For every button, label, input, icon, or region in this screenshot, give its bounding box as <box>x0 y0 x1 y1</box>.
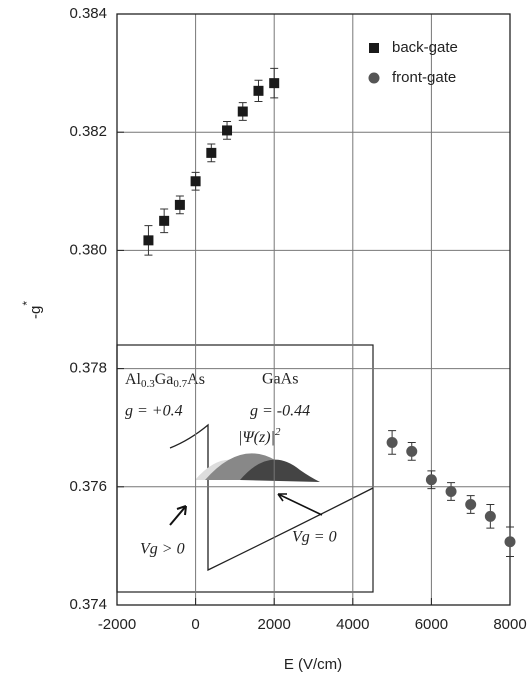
x-tick-label: 2000 <box>258 616 291 633</box>
material-left: Al0.3Ga0.7As <box>125 371 205 390</box>
point <box>269 78 280 89</box>
y-tick-label: 0.380 <box>69 241 107 258</box>
g-right: g = -0.44 <box>250 403 310 420</box>
y-tick-label: 0.374 <box>69 596 107 613</box>
x-tick-label: 0 <box>191 616 199 633</box>
legend-label: back-gate <box>392 39 458 56</box>
point <box>222 125 233 136</box>
x-tick-label: 4000 <box>336 616 369 633</box>
y-tick-label: 0.376 <box>69 478 107 495</box>
g-left: g = +0.4 <box>125 403 183 420</box>
x-tick-label: 6000 <box>415 616 448 633</box>
point <box>206 147 217 158</box>
y-tick-label: 0.382 <box>69 123 107 140</box>
point <box>386 436 398 448</box>
inset-labels: Al0.3Ga0.7As GaAs g = +0.4 g = -0.44 |Ψ(… <box>125 371 337 558</box>
y-axis-label: -g* <box>20 301 44 319</box>
wavefunction-label: |Ψ(z)|2 <box>238 426 281 446</box>
x-tick-label: -2000 <box>98 616 136 633</box>
point <box>465 499 477 511</box>
point <box>425 474 437 486</box>
point <box>143 235 154 246</box>
x-tick-label: 8000 <box>493 616 526 633</box>
wavefunction-vg-zero <box>240 459 320 482</box>
inset <box>116 344 374 593</box>
point <box>237 106 248 117</box>
vg-positive: Vg > 0 <box>140 541 185 558</box>
point <box>504 536 516 548</box>
arrow <box>277 493 323 516</box>
legend-marker <box>369 43 379 53</box>
point <box>253 85 264 96</box>
vg-zero: Vg = 0 <box>292 529 337 546</box>
point <box>190 176 201 187</box>
point <box>484 510 496 522</box>
arrow <box>169 505 187 526</box>
x-axis-label: E (V/cm) <box>284 656 342 673</box>
point <box>159 215 170 226</box>
legend-label: front-gate <box>392 69 456 86</box>
plot-frame <box>116 13 511 606</box>
point <box>174 199 185 210</box>
band-edge <box>169 423 374 572</box>
material-right: GaAs <box>262 371 298 388</box>
point <box>406 445 418 457</box>
point <box>445 486 457 498</box>
y-tick-label: 0.378 <box>69 360 107 377</box>
legend-marker <box>368 72 380 84</box>
y-tick-label: 0.384 <box>69 5 107 22</box>
